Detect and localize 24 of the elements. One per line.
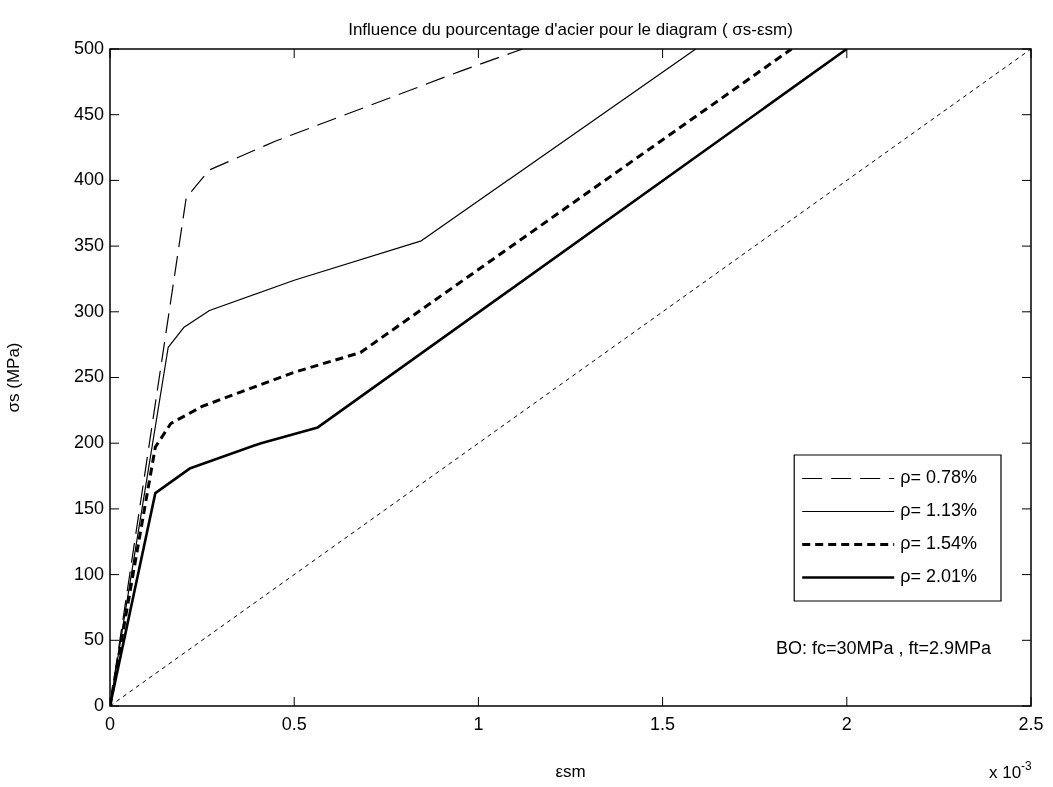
y-tick-label: 50: [83, 629, 104, 650]
y-tick-label: 500: [73, 37, 104, 58]
y-tick-label: 100: [73, 563, 104, 584]
y-tick-label: 200: [73, 432, 104, 453]
y-tick-label: 400: [73, 169, 104, 190]
x-tick-label: 1.5: [650, 713, 676, 734]
x-tick-label: 0.5: [281, 713, 307, 734]
x-tick-label: 1: [473, 713, 484, 734]
y-tick-label: 250: [73, 366, 104, 387]
y-tick-label: 0: [93, 694, 104, 715]
text: ρ= 1.13%: [900, 500, 978, 521]
y-tick-label: 350: [73, 235, 104, 256]
y-axis-title: σs (MPa): [3, 342, 23, 413]
x-tick-label: 2.5: [1018, 713, 1044, 734]
y-tick-label: 300: [73, 300, 104, 321]
x-tick-label: 2: [841, 713, 852, 734]
y-tick-label: 450: [73, 103, 104, 124]
y-tick-label: 150: [73, 497, 104, 518]
text: ρ= 1.54%: [900, 533, 978, 554]
chart-title: Influence du pourcentage d'acier pour le diagram ( σs-εsm): [348, 20, 793, 40]
annotation: BO: fc=30MPa , ft=2.9MPa: [775, 638, 992, 658]
x-axis-title: εsm: [555, 762, 586, 782]
text: ρ= 2.01%: [900, 566, 978, 587]
text: ρ= 0.78%: [900, 467, 978, 488]
